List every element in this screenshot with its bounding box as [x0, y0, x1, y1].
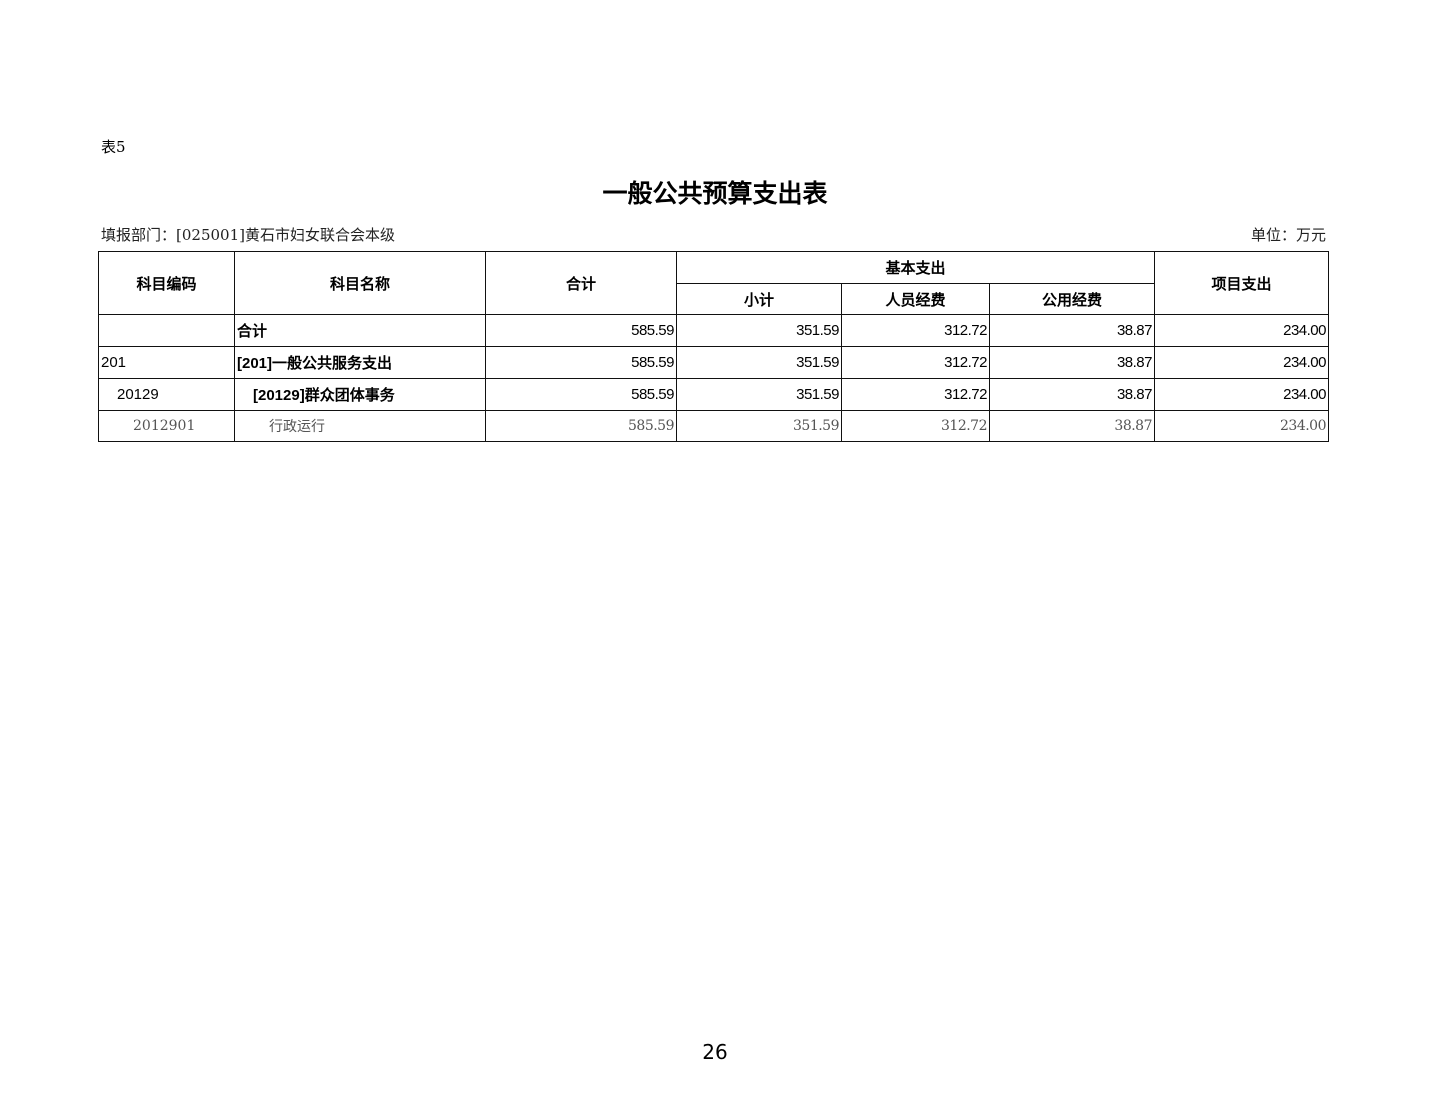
- cell-subtotal: 351.59: [676, 378, 842, 411]
- cell-public: 38.87: [989, 410, 1155, 442]
- cell-name: 合计: [234, 314, 486, 347]
- cell-name: [20129]群众团体事务: [234, 378, 486, 411]
- header-personnel: 人员经费: [841, 283, 990, 315]
- cell-total: 585.59: [485, 410, 677, 442]
- cell-subtotal: 351.59: [676, 346, 842, 379]
- cell-personnel: 312.72: [841, 378, 990, 411]
- cell-personnel: 312.72: [841, 314, 990, 347]
- page-title: 一般公共预算支出表: [602, 179, 828, 208]
- cell-personnel: 312.72: [841, 346, 990, 379]
- cell-total: 585.59: [485, 314, 677, 347]
- cell-subtotal: 351.59: [676, 314, 842, 347]
- header-project: 项目支出: [1154, 251, 1329, 315]
- page-number: 26: [702, 1040, 728, 1064]
- cell-total: 585.59: [485, 378, 677, 411]
- cell-project: 234.00: [1154, 346, 1329, 379]
- cell-personnel: 312.72: [841, 410, 990, 442]
- cell-name: [201]一般公共服务支出: [234, 346, 486, 379]
- expenditure-table: 科目编码 科目名称 合计 基本支出 项目支出 小计 人员经费 公用经费 合计 5…: [98, 251, 1329, 442]
- cell-project: 234.00: [1154, 314, 1329, 347]
- header-code: 科目编码: [98, 251, 235, 315]
- department-label: 填报部门：[025001]黄石市妇女联合会本级: [101, 226, 395, 244]
- cell-project: 234.00: [1154, 378, 1329, 411]
- table-row: 201 [201]一般公共服务支出 585.59 351.59 312.72 3…: [98, 346, 1329, 379]
- cell-total: 585.59: [485, 346, 677, 379]
- unit-label: 单位：万元: [1250, 226, 1326, 244]
- header-basic: 基本支出: [676, 251, 1155, 284]
- header-name: 科目名称: [234, 251, 486, 315]
- table-row: 2012901 行政运行 585.59 351.59 312.72 38.87 …: [98, 410, 1329, 442]
- cell-public: 38.87: [989, 346, 1155, 379]
- cell-code: 2012901: [98, 410, 235, 442]
- header-total: 合计: [485, 251, 677, 315]
- cell-code: 20129: [98, 378, 235, 411]
- table-row: 合计 585.59 351.59 312.72 38.87 234.00: [98, 314, 1329, 347]
- cell-public: 38.87: [989, 314, 1155, 347]
- header-public: 公用经费: [989, 283, 1155, 315]
- cell-project: 234.00: [1154, 410, 1329, 442]
- table-row: 20129 [20129]群众团体事务 585.59 351.59 312.72…: [98, 378, 1329, 411]
- cell-code: [98, 314, 235, 347]
- cell-subtotal: 351.59: [676, 410, 842, 442]
- cell-public: 38.87: [989, 378, 1155, 411]
- cell-name: 行政运行: [234, 410, 486, 442]
- cell-code: 201: [98, 346, 235, 379]
- table-label: 表5: [101, 138, 126, 156]
- header-subtotal: 小计: [676, 283, 842, 315]
